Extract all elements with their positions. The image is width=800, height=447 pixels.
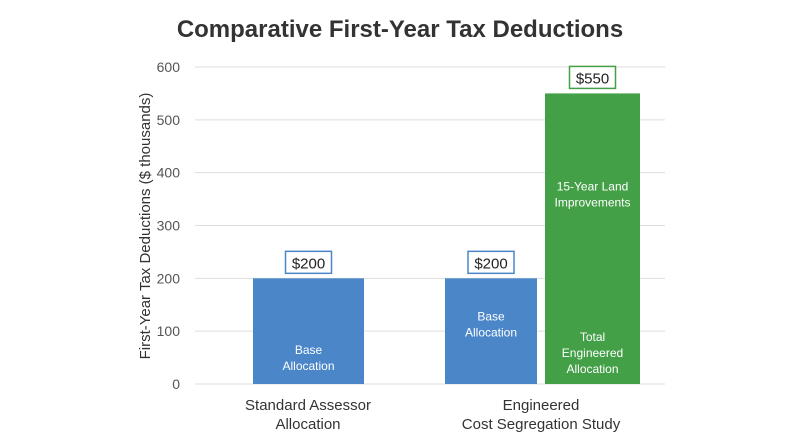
value-label-box: [568, 65, 617, 90]
x-category-label: Cost Segregation Study: [462, 416, 621, 433]
y-tick-label: 400: [157, 165, 181, 181]
bar-inner-label: Base: [295, 343, 323, 357]
bar-inner-label: Total: [580, 330, 605, 344]
y-axis-ticks: 0 100 200 300 400 500 600: [157, 59, 181, 392]
bar: [545, 93, 640, 385]
y-axis-label: First-Year Tax Deductions ($ thousands): [137, 93, 154, 360]
bars: $200 Base Allocation $200 Base Allocation $550…: [253, 65, 640, 385]
y-tick-label: 300: [157, 218, 181, 234]
x-axis-categories: Standard Assessor Allocation Engineered Cos…: [245, 397, 621, 433]
y-tick-label: 0: [172, 376, 180, 392]
x-category-label: Allocation: [275, 416, 340, 433]
bar-inner-label: Base: [477, 309, 505, 323]
bar-inner-label: Improvements: [554, 195, 630, 209]
value-label: $200: [474, 255, 507, 272]
y-tick-label: 200: [157, 270, 181, 286]
x-category-label: Standard Assessor: [245, 397, 371, 414]
y-tick-label: 100: [157, 323, 181, 339]
bar-inner-label: Engineered: [562, 346, 623, 360]
y-tick-label: 600: [157, 59, 181, 75]
bar-inner-label: Allocation: [282, 359, 334, 373]
bar-inner-label: 15-Year Land: [557, 179, 629, 193]
value-label-box: [467, 250, 515, 275]
y-tick-label: 500: [157, 112, 181, 128]
value-label-box: [284, 250, 333, 275]
bar-inner-label: Allocation: [465, 325, 517, 339]
value-label: $550: [576, 70, 609, 87]
x-category-label: Engineered: [503, 397, 580, 414]
bar: [253, 278, 364, 384]
chart-title: Comparative First-Year Tax Deductions: [177, 16, 623, 43]
value-label: $200: [292, 255, 325, 272]
bar-inner-label: Allocation: [566, 362, 618, 376]
bar: [445, 278, 537, 384]
